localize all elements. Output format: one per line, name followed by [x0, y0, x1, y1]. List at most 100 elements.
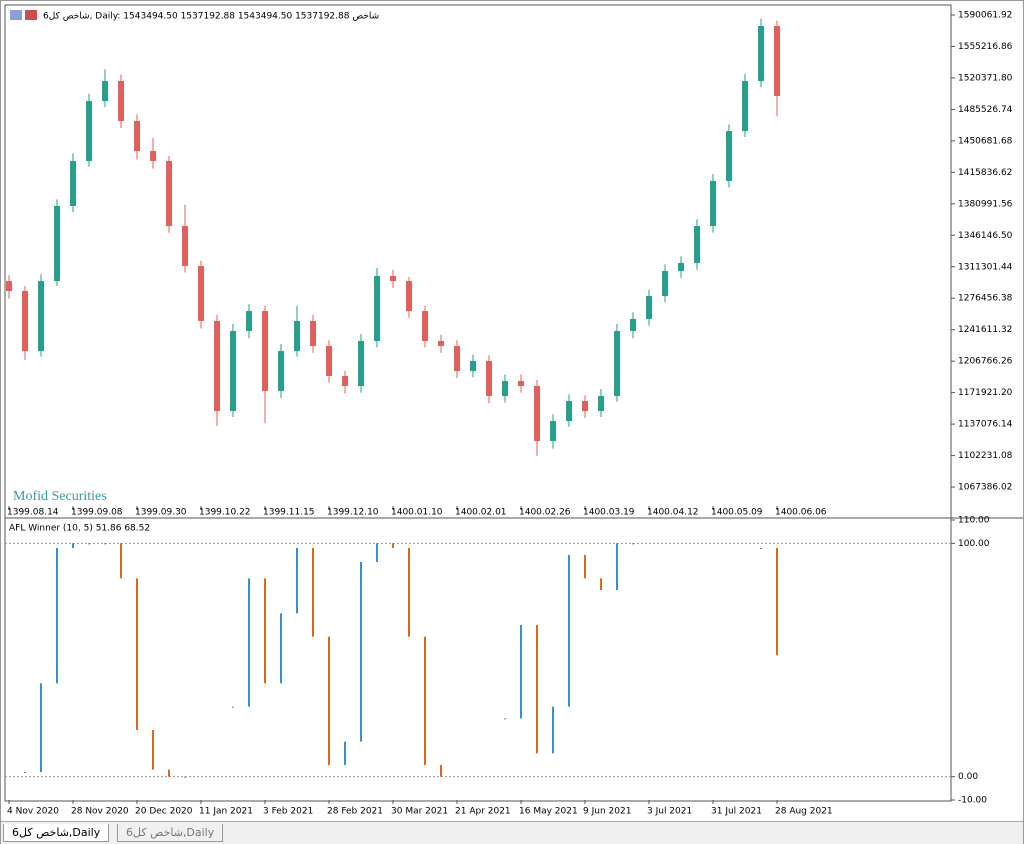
- candle-body: [486, 360, 492, 397]
- y-tick-label: 1450681.68: [958, 136, 1013, 146]
- x-tick-label: 20 Dec 2020: [135, 807, 193, 817]
- y-tick-label: 1067386.02: [958, 483, 1012, 493]
- candle-body: [294, 320, 300, 352]
- chart-title: 6شاخص کل, Daily: 1543494.50 1537192.88 1…: [43, 12, 379, 22]
- y-tick-label: 1137076.14: [958, 420, 1013, 430]
- candle-body: [278, 351, 284, 391]
- candle-body: [678, 262, 684, 272]
- candle-body: [38, 281, 44, 352]
- candle-body: [342, 375, 348, 386]
- x-tick-label: 1399.10.22: [199, 508, 251, 518]
- y-tick-label: 1485526.74: [958, 105, 1013, 115]
- y-tick-label: 1380991.56: [958, 199, 1013, 209]
- candle-body: [406, 281, 412, 312]
- candle-body: [22, 290, 28, 352]
- candle-body: [598, 396, 604, 412]
- x-tick-label: 1400.04.12: [647, 508, 699, 518]
- candle-body: [70, 161, 76, 206]
- indicator-title: AFL Winner (10, 5) 51.86 68.52: [9, 524, 150, 534]
- x-tick-label: 3 Feb 2021: [263, 807, 313, 817]
- x-tick-label: 1400.06.06: [775, 508, 827, 518]
- x-tick-label: 31 Jul 2021: [711, 807, 762, 817]
- watermark: Mofid Securities: [13, 489, 107, 504]
- chart-tab[interactable]: 6شاخص کل,Daily: [3, 824, 110, 842]
- x-tick-label: 1399.11.15: [263, 508, 315, 518]
- x-tick-label: 30 Mar 2021: [391, 807, 448, 817]
- candle-body: [390, 275, 396, 282]
- candle-body: [166, 161, 172, 227]
- x-tick-label: 1400.01.10: [391, 508, 443, 518]
- candle-body: [118, 80, 124, 121]
- y-tick-label: 0.00: [958, 772, 978, 782]
- x-tick-label: 28 Aug 2021: [775, 807, 833, 817]
- y-tick-label: 100.00: [958, 539, 990, 549]
- y-tick-label: 1102231.08: [958, 451, 1013, 461]
- y-tick-label: 1346146.50: [958, 231, 1013, 241]
- candle-body: [134, 120, 140, 151]
- y-tick-label: 1241611.32: [958, 325, 1012, 335]
- y-tick-label: 1520371.80: [958, 73, 1013, 83]
- x-tick-label: 4 Nov 2020: [7, 807, 59, 817]
- tab-bar: 6شاخص کل,Daily 6شاخص کل,Daily: [1, 821, 1023, 844]
- candle-body: [758, 25, 764, 81]
- x-tick-label: 11 Jan 2021: [199, 807, 253, 817]
- candle-body: [246, 311, 252, 331]
- y-tick-label: 110.00: [958, 516, 990, 526]
- candle-body: [326, 345, 332, 376]
- window-icon: [25, 10, 37, 20]
- candle-body: [374, 275, 380, 342]
- candle-body: [582, 400, 588, 412]
- candle-body: [102, 80, 108, 102]
- candle-body: [566, 400, 572, 422]
- x-tick-label: 9 Jun 2021: [583, 807, 631, 817]
- candle-body: [774, 25, 780, 96]
- x-tick-label: 1399.09.08: [71, 508, 123, 518]
- candle-body: [550, 421, 556, 441]
- candle-body: [630, 318, 636, 331]
- x-tick-label: 1400.03.19: [583, 508, 635, 518]
- x-tick-label: 1399.09.30: [135, 508, 187, 518]
- x-tick-label: 1400.02.01: [455, 508, 507, 518]
- candle-body: [694, 226, 700, 263]
- candle-body: [182, 226, 188, 266]
- x-tick-label: 28 Nov 2020: [71, 807, 129, 817]
- x-tick-label: 16 May 2021: [519, 807, 578, 817]
- candle-body: [86, 101, 92, 162]
- candle-body: [534, 385, 540, 441]
- x-tick-label: 1399.08.14: [7, 508, 59, 518]
- candle-body: [646, 296, 652, 319]
- y-tick-label: 1555216.86: [958, 42, 1013, 52]
- candle-body: [742, 80, 748, 132]
- candle-body: [198, 265, 204, 321]
- y-tick-label: 1311301.44: [958, 262, 1013, 272]
- chart-tab[interactable]: 6شاخص کل,Daily: [117, 824, 224, 842]
- x-tick-label: 3 Jul 2021: [647, 807, 692, 817]
- candle-body: [438, 341, 444, 346]
- chart-window: 6شاخص کل, Daily: 1543494.50 1537192.88 1…: [4, 4, 1023, 817]
- x-tick-label: 21 Apr 2021: [455, 807, 511, 817]
- candle-body: [470, 360, 476, 371]
- candle-body: [614, 330, 620, 397]
- candle-body: [422, 311, 428, 342]
- candle-body: [214, 320, 220, 412]
- candle-body: [726, 131, 732, 181]
- candle-body: [54, 205, 60, 282]
- y-tick-label: 1171921.20: [958, 388, 1013, 398]
- y-tick-label: 1276456.38: [958, 294, 1013, 304]
- candle-body: [150, 150, 156, 162]
- frame: [4, 4, 952, 802]
- candle-body: [358, 341, 364, 386]
- window-icon: [10, 10, 22, 20]
- y-tick-label: 1590061.92: [958, 11, 1012, 21]
- candle-body: [262, 311, 268, 391]
- x-tick-label: 28 Feb 2021: [327, 807, 383, 817]
- candle-body: [310, 320, 316, 346]
- y-tick-label: -10.00: [958, 796, 987, 806]
- candle-body: [6, 281, 12, 291]
- candle-body: [502, 381, 508, 397]
- candle-body: [230, 330, 236, 412]
- candle-body: [454, 345, 460, 371]
- x-tick-label: 1400.02.26: [519, 508, 571, 518]
- x-tick-label: 1400.05.09: [711, 508, 763, 518]
